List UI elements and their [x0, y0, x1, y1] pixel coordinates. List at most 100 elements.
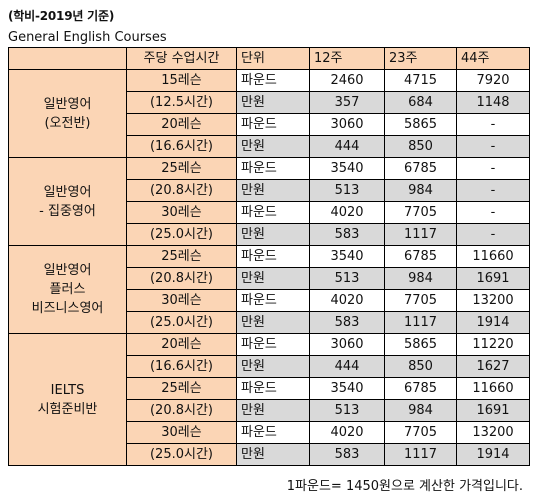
price-cell: - — [456, 157, 530, 180]
unit-won-cell: 만원 — [236, 91, 310, 114]
header-blank-cell — [8, 47, 127, 70]
price-cell: 5865 — [384, 113, 457, 136]
price-cell: 984 — [384, 179, 457, 202]
price-cell: 5865 — [384, 333, 457, 356]
table-row: 일반영어 플러스 비즈니스영어 25레슨 파운드 3540 6785 11660 — [8, 245, 530, 334]
page-title: (학비-2019년 기준) — [8, 9, 115, 23]
price-cell: 4715 — [384, 69, 457, 92]
price-cell: 3540 — [309, 245, 385, 268]
lesson-count-cell: 25레슨 — [126, 157, 237, 180]
price-cell: - — [456, 201, 530, 224]
unit-won-cell: 만원 — [236, 399, 310, 422]
unit-pound-cell: 파운드 — [236, 157, 310, 180]
price-cell: 7705 — [384, 289, 457, 312]
price-cell: 2460 — [309, 69, 385, 92]
lesson-hours-cell: (20.8시간) — [126, 267, 237, 290]
unit-won-cell: 만원 — [236, 267, 310, 290]
lesson-hours-cell: (16.6시간) — [126, 355, 237, 378]
price-cell: 513 — [309, 399, 385, 422]
price-cell: 1117 — [384, 311, 457, 334]
lesson-hours-cell: (25.0시간) — [126, 223, 237, 246]
unit-pound-cell: 파운드 — [236, 333, 310, 356]
price-cell: 850 — [384, 355, 457, 378]
table-body: 일반영어 (오전반) 15레슨 파운드 2460 4715 7920 (12.5시간) 만원 35… — [8, 69, 530, 466]
price-cell: 583 — [309, 443, 385, 466]
unit-won-cell: 만원 — [236, 311, 310, 334]
unit-pound-cell: 파운드 — [236, 113, 310, 136]
price-cell: 583 — [309, 223, 385, 246]
price-cell: 684 — [384, 91, 457, 114]
lesson-count-cell: 30레슨 — [126, 201, 237, 224]
price-cell: 1148 — [456, 91, 530, 114]
price-cell: 6785 — [384, 157, 457, 180]
price-cell: 3060 — [309, 333, 385, 356]
header-12-weeks: 12주 — [309, 47, 385, 70]
table-row: IELTS 시험준비반 20레슨 파운드 3060 5865 11220 — [8, 333, 530, 466]
lesson-count-cell: 30레슨 — [126, 421, 237, 444]
course-name-line: 일반영어 — [43, 263, 92, 278]
price-cell: 13200 — [456, 289, 530, 312]
price-cell: - — [456, 113, 530, 136]
table-row: 일반영어 (오전반) 15레슨 파운드 2460 4715 7920 — [8, 69, 530, 158]
price-cell: 4020 — [309, 289, 385, 312]
price-cell: 13200 — [456, 421, 530, 444]
course-name-line: 비즈니스영어 — [31, 301, 104, 316]
header-weekly-hours: 주당 수업시간 — [126, 47, 237, 70]
lesson-hours-cell: (20.8시간) — [126, 179, 237, 202]
course-name-line: (오전반) — [44, 115, 91, 131]
table-row: (25.0시간) 만원 583 1117 1914 — [9, 443, 530, 466]
price-cell: 444 — [309, 135, 385, 158]
table-row: 30레슨 파운드 4020 7705 13200 — [9, 421, 530, 444]
table-row: (20.8시간) 만원 513 984 1691 — [9, 399, 530, 422]
price-cell: 1627 — [456, 355, 530, 378]
exchange-rate-note: 1파운드= 1450원으로 계산한 가격입니다. — [286, 479, 523, 494]
course-name-line: IELTS — [50, 382, 85, 398]
lesson-count-cell: 20레슨 — [126, 113, 237, 136]
price-cell: 1691 — [456, 267, 530, 290]
lesson-hours-cell: (25.0시간) — [126, 443, 237, 466]
price-cell: 3060 — [309, 113, 385, 136]
lesson-count-cell: 25레슨 — [126, 377, 237, 400]
table-row: 일반영어 - 집중영어 25레슨 파운드 3540 6785- — [8, 157, 530, 246]
price-cell: - — [456, 135, 530, 158]
unit-pound-cell: 파운드 — [236, 421, 310, 444]
lesson-hours-cell: (20.8시간) — [126, 399, 237, 422]
course-name-cell: IELTS 시험준비반 — [8, 333, 127, 466]
course-name-cell: 일반영어 플러스 비즈니스영어 — [8, 245, 127, 334]
table-row: 30레슨 파운드 4020 7705 13200 — [9, 289, 530, 312]
table-row: 25레슨 파운드 3540 6785 11660 — [9, 377, 530, 400]
price-cell: 11660 — [456, 377, 530, 400]
price-cell: 11220 — [456, 333, 530, 356]
unit-won-cell: 만원 — [236, 135, 310, 158]
price-cell: - — [456, 223, 530, 246]
lesson-count-cell: 20레슨 — [126, 333, 237, 356]
unit-won-cell: 만원 — [236, 443, 310, 466]
price-cell: 984 — [384, 399, 457, 422]
price-cell: 6785 — [384, 377, 457, 400]
header-23-weeks: 23주 — [384, 47, 457, 70]
price-cell: 1914 — [456, 311, 530, 334]
course-name-line: 시험준비반 — [37, 401, 98, 417]
price-cell: 1914 — [456, 443, 530, 466]
course-name-line: 일반영어 — [43, 184, 92, 200]
price-cell: 513 — [309, 179, 385, 202]
price-cell: 850 — [384, 135, 457, 158]
lesson-count-cell: 30레슨 — [126, 289, 237, 312]
unit-won-cell: 만원 — [236, 223, 310, 246]
section-subtitle: General English Courses — [8, 30, 167, 45]
unit-pound-cell: 파운드 — [236, 377, 310, 400]
course-name-line: - 집중영어 — [39, 203, 96, 219]
table-header-row: 주당 수업시간 단위 12주 23주 44주 — [8, 47, 530, 70]
header-44-weeks: 44주 — [456, 47, 530, 70]
lesson-hours-cell: (12.5시간) — [126, 91, 237, 114]
lesson-count-cell: 25레슨 — [126, 245, 237, 268]
course-name-cell: 일반영어 - 집중영어 — [8, 157, 127, 246]
lesson-hours-cell: (16.6시간) — [126, 135, 237, 158]
tuition-table: 주당 수업시간 단위 12주 23주 44주 일반영어 (오전반) 15레슨 파운드 2… — [8, 47, 530, 466]
unit-pound-cell: 파운드 — [236, 245, 310, 268]
price-cell: 984 — [384, 267, 457, 290]
price-cell: 1117 — [384, 443, 457, 466]
price-cell: 513 — [309, 267, 385, 290]
unit-won-cell: 만원 — [236, 355, 310, 378]
course-name-line: 일반영어 — [43, 96, 92, 112]
